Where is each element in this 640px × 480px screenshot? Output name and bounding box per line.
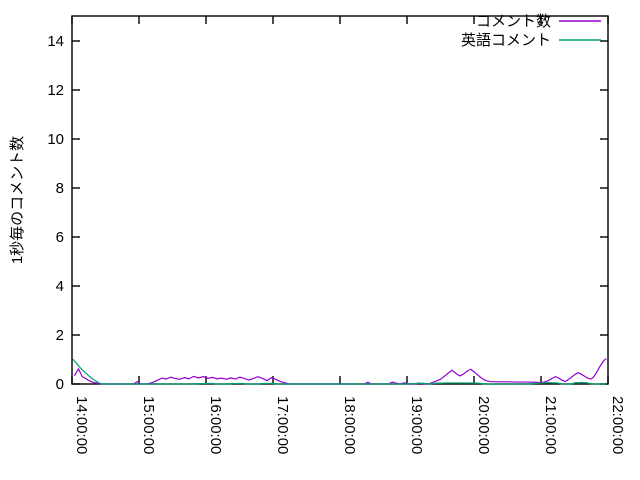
x-axis-tick-labels: 14:00:00 15:00:00 16:00:00 17:00:00 18:0…	[73, 396, 626, 454]
x-tick-label: 14:00:00	[73, 396, 90, 454]
series-line-english-comment	[72, 358, 607, 385]
x-tick-label: 20:00:00	[475, 396, 492, 454]
x-tick-label: 15:00:00	[140, 396, 157, 454]
y-tick-label: 10	[47, 131, 64, 148]
y-tick-label: 0	[56, 376, 64, 393]
y-axis-title: 1秒毎のコメント数	[9, 136, 26, 264]
legend-label-english-comment: 英語コメント	[461, 31, 551, 49]
x-tick-label: 16:00:00	[207, 396, 224, 454]
series-group	[72, 358, 607, 385]
y-tick-label: 6	[56, 229, 64, 246]
y-tick-label: 8	[56, 180, 64, 197]
series-line-comment-count	[74, 358, 607, 385]
y-tick-label: 4	[56, 278, 64, 295]
y-tick-label: 14	[47, 33, 64, 50]
x-tick-label: 17:00:00	[274, 396, 291, 454]
y-axis-ticks	[72, 40, 608, 385]
x-tick-label: 21:00:00	[542, 396, 559, 454]
y-tick-label: 12	[47, 82, 64, 99]
x-tick-label: 18:00:00	[341, 396, 358, 454]
legend-label-comment-count: コメント数	[476, 13, 551, 30]
x-tick-label: 19:00:00	[408, 396, 425, 454]
y-tick-label: 2	[56, 327, 64, 344]
y-axis-tick-labels: 0 2 4 6 8 10 12 14	[47, 33, 64, 393]
legend: コメント数 英語コメント	[461, 13, 601, 49]
x-axis-ticks	[71, 16, 609, 384]
x-tick-label: 22:00:00	[609, 396, 626, 454]
